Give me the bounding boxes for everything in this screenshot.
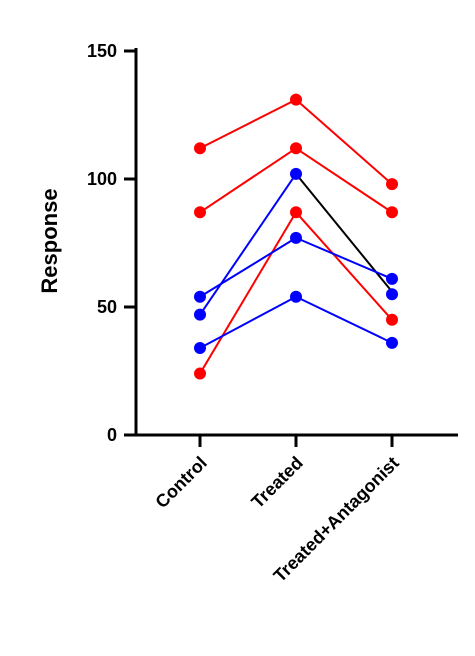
series-6-segment-1 xyxy=(199,295,297,349)
y-tick-label-100: 100 xyxy=(87,169,117,189)
series-4-point-1 xyxy=(194,308,206,321)
series-2-point-1 xyxy=(194,206,206,219)
series-3-point-3 xyxy=(386,313,398,326)
series-5-segment-1 xyxy=(199,237,297,298)
series-markers xyxy=(194,93,398,380)
series-1-segment-2 xyxy=(295,98,393,185)
series-1-point-1 xyxy=(194,142,206,155)
x-tick-label-1: Control xyxy=(151,453,210,512)
series-5-point-2 xyxy=(290,231,302,244)
y-tick-label-150: 150 xyxy=(87,41,117,61)
series-2-point-3 xyxy=(386,206,398,219)
series-1-point-2 xyxy=(290,93,302,106)
series-3-segment-1 xyxy=(199,211,297,375)
series-6-segment-2 xyxy=(295,295,393,344)
series-4-segment-2 xyxy=(295,173,393,293)
series-4-point-2 xyxy=(290,167,302,180)
y-ticks: 0 50 100 150 xyxy=(87,41,136,445)
series-2-segment-2 xyxy=(295,147,393,214)
series-6-point-1 xyxy=(194,341,206,354)
series-2-segment-1 xyxy=(199,147,297,214)
series-5-point-1 xyxy=(194,290,206,303)
series-2-point-2 xyxy=(290,142,302,155)
series-lines xyxy=(199,98,393,375)
series-1-point-3 xyxy=(386,178,398,191)
series-1-segment-1 xyxy=(199,98,297,150)
series-4-segment-1 xyxy=(199,173,297,316)
series-7-point-3 xyxy=(386,288,398,301)
x-tick-label-2: Treated xyxy=(247,453,306,512)
series-5-segment-2 xyxy=(295,236,393,280)
series-3-point-2 xyxy=(290,206,302,219)
series-6-point-3 xyxy=(386,336,398,349)
y-tick-label-50: 50 xyxy=(97,297,117,317)
series-5-point-3 xyxy=(386,272,398,285)
series-6-point-2 xyxy=(290,290,302,303)
series-3-segment-2 xyxy=(295,211,393,321)
y-tick-label-0: 0 xyxy=(107,425,117,445)
series-3-point-1 xyxy=(194,367,206,380)
y-axis-title: Response xyxy=(37,188,62,293)
